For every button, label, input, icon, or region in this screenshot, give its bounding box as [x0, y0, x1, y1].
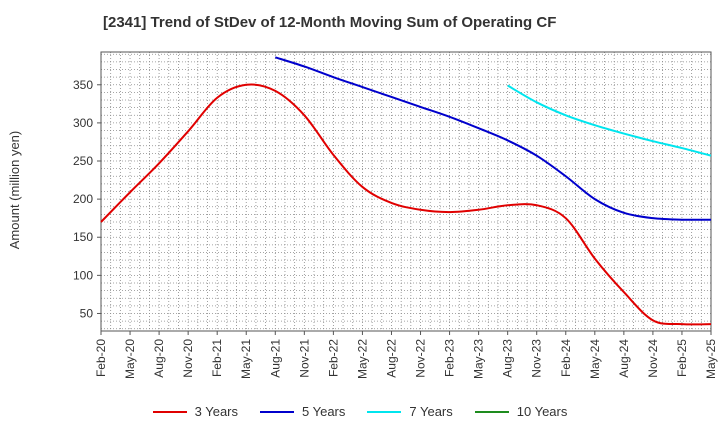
x-tick-label: Nov-21: [297, 339, 311, 378]
legend-swatch: [152, 410, 187, 413]
x-tick-label: May-23: [472, 339, 486, 379]
y-tick-label: 200: [73, 192, 93, 206]
x-tick-label: Aug-23: [501, 339, 515, 378]
series-line-7-years: [507, 84, 712, 157]
legend-item-7-years: 7 Years: [367, 404, 453, 419]
x-tick-label: Feb-24: [559, 339, 573, 377]
y-tick-label: 50: [80, 306, 94, 320]
legend-swatch: [260, 410, 294, 413]
grid: [101, 52, 711, 331]
x-tick-label: Feb-22: [326, 339, 340, 377]
y-tick-label: 100: [73, 268, 93, 282]
series-7-years: [507, 84, 712, 157]
x-tick-label: Nov-22: [414, 339, 428, 378]
x-tick-label: Aug-20: [152, 339, 166, 378]
x-tick-label: Feb-25: [675, 339, 689, 377]
x-tick-label: Aug-22: [384, 339, 398, 378]
legend-label: 7 Years: [409, 404, 453, 419]
plot-frame: [100, 51, 712, 332]
legend-label: 5 Years: [302, 404, 346, 419]
x-tick-label: Nov-20: [181, 339, 195, 378]
chart-title: [2341] Trend of StDev of 12-Month Moving…: [103, 14, 557, 31]
x-tick-label: May-24: [588, 339, 602, 379]
x-axis-ticks: Feb-20 May-20 Aug-20 Nov-20 Feb-21 May-21 Aug-…: [94, 331, 718, 379]
series-5-years: [274, 56, 712, 221]
legend-item-10-years: 10 Years: [474, 404, 568, 419]
series-line-3-years: [100, 83, 712, 326]
legend-item-5-years: 5 Years: [260, 404, 345, 419]
y-tick-label: 350: [73, 78, 93, 92]
legend: 3 Years 5 Years 7 Years 10 Years: [0, 404, 720, 419]
x-tick-label: May-20: [123, 339, 137, 379]
x-tick-label: Nov-23: [530, 339, 544, 378]
legend-label: 10 Years: [516, 404, 568, 419]
y-tick-label: 150: [73, 230, 93, 244]
y-axis-ticks: 50 100 150 200 250 300 350: [73, 78, 101, 320]
x-tick-label: Aug-21: [268, 339, 282, 378]
x-tick-label: Feb-20: [94, 339, 108, 377]
x-tick-label: Nov-24: [646, 339, 660, 378]
series-line-5-years: [274, 56, 712, 221]
x-tick-label: Aug-24: [617, 339, 631, 378]
x-tick-label: May-22: [355, 339, 369, 379]
legend-swatch: [474, 410, 509, 413]
series-lines: [100, 56, 712, 326]
y-tick-label: 250: [73, 154, 93, 168]
legend-swatch: [367, 410, 402, 413]
legend-label: 3 Years: [194, 404, 238, 419]
x-tick-label: May-21: [239, 339, 253, 379]
y-tick-label: 300: [73, 116, 93, 130]
x-tick-label: Feb-23: [443, 339, 457, 377]
legend-item-3-years: 3 Years: [152, 404, 238, 419]
x-tick-label: May-25: [704, 339, 718, 379]
series-3-years: [100, 83, 712, 326]
y-axis-label: Amount (million yen): [7, 131, 22, 250]
x-tick-label: Feb-21: [210, 339, 224, 377]
